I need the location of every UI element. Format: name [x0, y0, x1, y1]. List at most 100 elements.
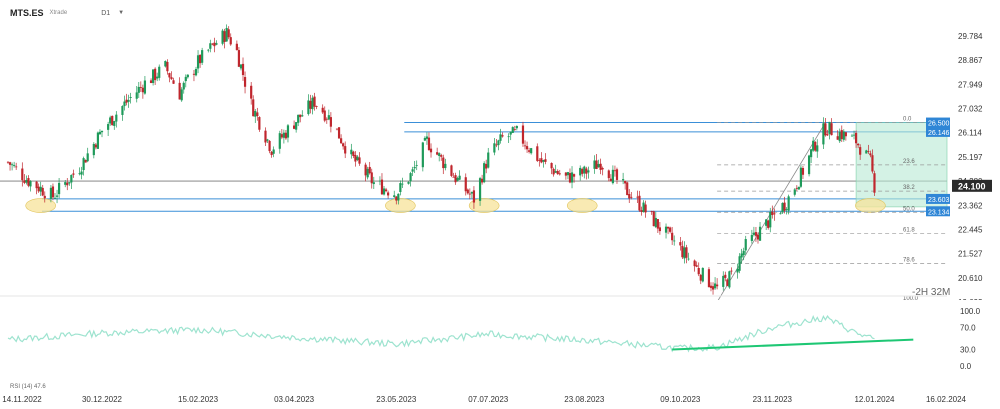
- candle-body: [243, 77, 247, 87]
- candle-body: [566, 172, 570, 176]
- candle-body: [252, 99, 255, 117]
- candle-body: [201, 50, 204, 63]
- candle-body: [485, 163, 488, 169]
- candle-body: [268, 140, 271, 152]
- candle-body: [186, 74, 189, 78]
- candle-body: [816, 145, 819, 152]
- candle-body: [166, 61, 169, 72]
- candle-body: [613, 170, 617, 172]
- candle-body: [184, 76, 187, 82]
- candle-body: [556, 170, 559, 174]
- candle-body: [178, 82, 181, 100]
- candle-body: [523, 145, 527, 147]
- chevron-down-icon[interactable]: ▼: [118, 10, 125, 16]
- timeframe-selector[interactable]: D1 ▼: [101, 10, 124, 17]
- candle-body: [380, 179, 384, 195]
- timeframe-label[interactable]: D1: [101, 9, 111, 17]
- candle-body: [370, 172, 373, 184]
- candle-body: [258, 117, 261, 130]
- rsi-panel[interactable]: 100.0 70.0 30.0 0.0 RSI (14) 47.6 14.11.202…: [0, 300, 1000, 409]
- candle-body: [701, 267, 704, 282]
- candle-body: [538, 159, 541, 161]
- candle-body: [640, 210, 643, 212]
- candle-body: [840, 130, 843, 140]
- candle-body: [21, 168, 24, 181]
- candle-body: [597, 164, 600, 168]
- candle-body: [307, 100, 310, 115]
- candle-body: [427, 137, 431, 151]
- level-price-tag: [926, 117, 950, 128]
- support-highlight-ellipse: [25, 198, 56, 213]
- horizontal-levels: [0, 122, 947, 212]
- symbol-label[interactable]: MTS.ES: [10, 8, 44, 18]
- date-tick-label: 16.02.2024: [926, 395, 967, 404]
- candle-body: [250, 85, 253, 99]
- candle-body: [295, 122, 298, 130]
- candle-body: [585, 168, 588, 174]
- candle-body: [726, 279, 729, 286]
- candle-body: [192, 73, 196, 75]
- candle-body: [669, 227, 672, 232]
- candle-body: [836, 136, 839, 140]
- price-chart[interactable]: 29.78428.86727.94927.03226.11425.19724.2…: [0, 0, 1000, 300]
- candle-body: [172, 80, 175, 84]
- level-price-tag-text: 26.500: [928, 121, 950, 128]
- rsi-label: RSI (14) 47.6: [10, 384, 46, 390]
- candle-body: [209, 43, 212, 49]
- candle-body: [37, 186, 40, 192]
- candle-body: [354, 154, 357, 162]
- candle-body: [671, 232, 674, 241]
- support-highlights: [25, 198, 886, 213]
- candle-body: [558, 173, 561, 175]
- candle-body: [8, 162, 12, 165]
- rsi-trendline[interactable]: [672, 338, 914, 351]
- candle-body: [327, 115, 330, 120]
- candle-body: [29, 181, 32, 187]
- price-tick-label: 21.527: [958, 250, 983, 259]
- fibonacci-level-label: 100.0: [903, 296, 919, 300]
- candle-body: [111, 115, 114, 126]
- candle-body: [53, 197, 57, 199]
- candle-body: [27, 178, 30, 186]
- price-tick-label: 23.362: [958, 201, 983, 210]
- candle-body: [812, 140, 815, 151]
- candle-body: [272, 149, 275, 154]
- candle-body: [135, 92, 138, 99]
- candle-body: [315, 106, 318, 107]
- candle-body: [771, 211, 774, 216]
- rsi-tick-label: 0.0: [960, 362, 972, 371]
- candle-body: [865, 150, 868, 154]
- candle-body: [779, 213, 782, 215]
- candle-body: [382, 188, 386, 195]
- candle-body: [198, 54, 202, 64]
- candle-body: [399, 183, 402, 193]
- candle-body: [235, 43, 238, 51]
- candle-body: [515, 125, 518, 129]
- rsi-tick-label: 30.0: [960, 346, 976, 355]
- candle-body: [787, 196, 790, 211]
- candle-body: [587, 170, 590, 173]
- candle-body: [709, 285, 713, 288]
- candle-body: [542, 160, 545, 162]
- candle-body: [137, 86, 140, 93]
- candle-body: [207, 49, 210, 51]
- candle-body: [550, 162, 553, 169]
- level-price-tag: [926, 206, 950, 217]
- candle-body: [458, 175, 461, 180]
- date-tick-label: 15.02.2023: [178, 395, 219, 404]
- candle-body: [609, 178, 612, 182]
- date-tick-label: 14.11.2022: [2, 395, 42, 404]
- candle-body: [738, 256, 741, 271]
- candle-body: [215, 43, 218, 45]
- candle-body: [873, 173, 876, 193]
- candle-body: [51, 186, 55, 198]
- candle-body: [828, 121, 831, 134]
- candle-body: [540, 158, 543, 163]
- candle-body: [468, 193, 471, 195]
- candle-body: [311, 97, 314, 110]
- date-tick-label: 03.04.2023: [274, 395, 315, 404]
- candle-body: [415, 165, 418, 167]
- level-price-tag-text: 23.134: [928, 209, 950, 216]
- candle-body: [158, 66, 161, 78]
- fibonacci-level-label: 50.0: [903, 206, 915, 212]
